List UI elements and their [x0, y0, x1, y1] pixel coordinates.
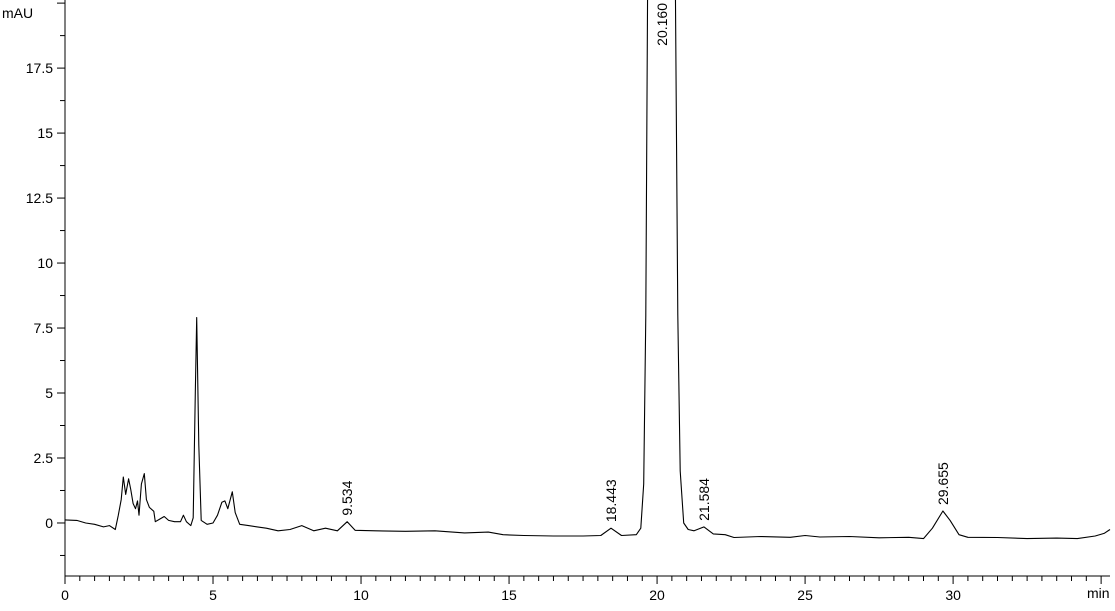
x-tick-label: 25 — [797, 587, 813, 603]
x-axis-label: min — [1087, 585, 1110, 601]
y-tick-label: 17.5 — [26, 60, 53, 76]
y-tick-label: 2.5 — [34, 450, 54, 466]
x-tick-label: 15 — [501, 587, 517, 603]
chromatogram-trace — [65, 0, 1111, 540]
y-tick-label: 0 — [45, 515, 53, 531]
y-tick-label: 12.5 — [26, 190, 53, 206]
y-tick-label: 15 — [37, 125, 53, 141]
y-axis-label: mAU — [2, 5, 33, 21]
x-tick-label: 10 — [353, 587, 369, 603]
peak-label: 21.584 — [696, 478, 712, 521]
x-tick-label: 20 — [649, 587, 665, 603]
y-tick-label: 10 — [37, 255, 53, 271]
x-tick-label: 5 — [209, 587, 217, 603]
x-tick-label: 30 — [945, 587, 961, 603]
x-tick-label: 0 — [61, 587, 69, 603]
y-tick-label: 7.5 — [34, 320, 54, 336]
peak-label: 18.443 — [603, 479, 619, 522]
peak-label: 20.160 — [654, 3, 670, 46]
peak-label: 29.655 — [935, 462, 951, 505]
y-tick-label: 5 — [45, 385, 53, 401]
peak-label: 9.534 — [339, 480, 355, 515]
